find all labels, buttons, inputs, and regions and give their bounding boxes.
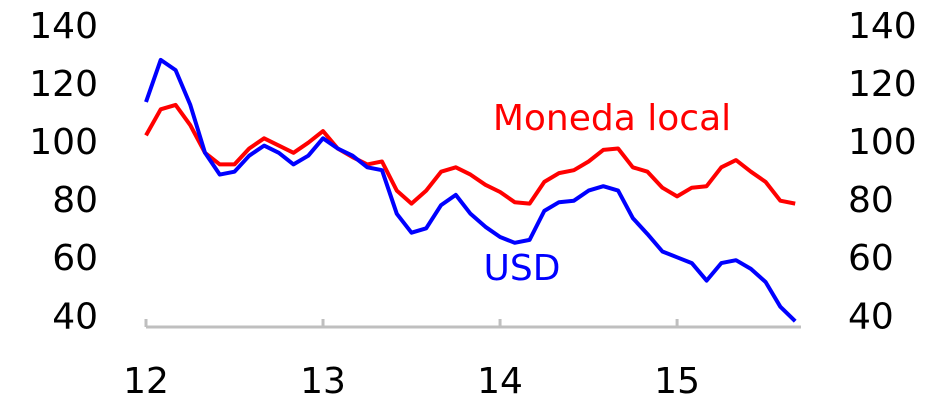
x-tick-label: 13 [300,361,346,402]
y2-tick-label: 120 [848,64,917,105]
y-tick-label: 40 [52,296,98,337]
y2-tick-label: 40 [848,296,894,337]
x-tick-label: 14 [477,361,523,402]
y2-tick-label: 80 [848,180,894,221]
y-tick-label: 140 [29,6,98,47]
y-tick-label: 100 [29,122,98,163]
x-tick-label: 12 [123,361,169,402]
x-tick-label: 15 [654,361,700,402]
series-line [144,102,796,206]
series-label: USD [484,248,561,289]
series-label: Moneda local [493,98,731,139]
y-tick-label: 120 [29,64,98,105]
y2-tick-label: 100 [848,122,917,163]
y2-tick-label: 140 [848,6,917,47]
series-line [144,57,797,323]
y-tick-label: 60 [52,238,98,279]
y-tick-label: 80 [52,180,98,221]
y2-tick-label: 60 [848,238,894,279]
